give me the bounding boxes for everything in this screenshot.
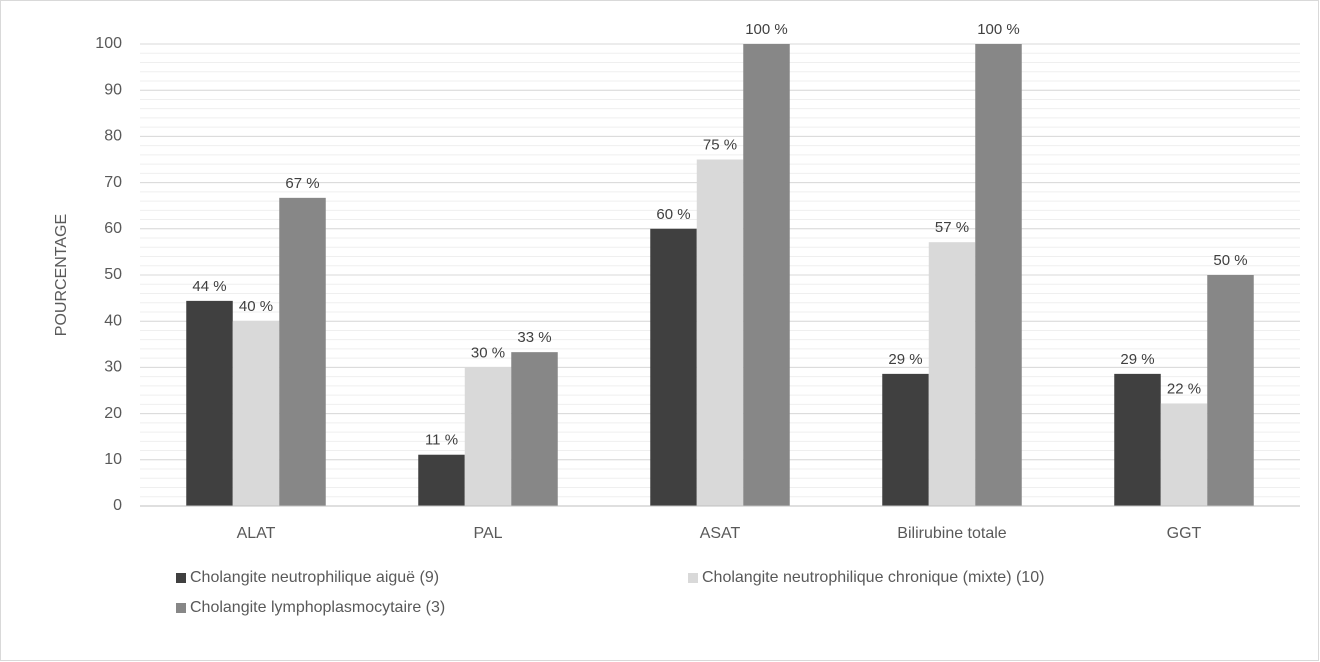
data-label: 22 % <box>1167 380 1201 397</box>
y-tick-label: 80 <box>104 128 122 145</box>
bar <box>186 300 233 506</box>
bar <box>464 367 512 506</box>
data-label: 44 % <box>192 278 226 295</box>
y-tick-label: 100 <box>95 35 122 52</box>
data-label: 11 % <box>425 432 458 449</box>
legend-swatch <box>688 573 698 583</box>
bar <box>1114 373 1161 506</box>
data-label: 100 % <box>977 21 1020 38</box>
legend-swatch <box>176 573 186 583</box>
bar <box>1160 403 1208 506</box>
x-tick-label: PAL <box>473 525 502 542</box>
bar <box>511 352 558 506</box>
legend-label: Cholangite neutrophilique chronique (mix… <box>702 569 1044 586</box>
bar <box>279 197 326 506</box>
data-label: 40 % <box>239 298 273 315</box>
data-label: 67 % <box>285 175 319 192</box>
data-label: 29 % <box>888 351 922 368</box>
bar <box>232 321 280 506</box>
data-label: 33 % <box>517 329 551 346</box>
y-tick-label: 70 <box>104 174 122 191</box>
legend-label: Cholangite neutrophilique aiguë (9) <box>190 569 439 586</box>
bar <box>650 228 697 507</box>
bar <box>975 44 1022 506</box>
data-label: 30 % <box>471 344 505 361</box>
data-label: 100 % <box>745 21 788 38</box>
x-tick-label: ASAT <box>700 525 741 542</box>
bar <box>882 373 929 506</box>
data-label: 60 % <box>656 206 690 223</box>
y-tick-label: 30 <box>104 359 122 376</box>
y-tick-label: 10 <box>104 451 122 468</box>
legend-swatch <box>176 603 186 613</box>
y-axis-label: POURCENTAGE <box>53 214 70 336</box>
bar <box>1207 275 1254 506</box>
x-tick-label: Bilirubine totale <box>897 525 1007 542</box>
y-tick-label: 20 <box>104 405 122 422</box>
data-label: 57 % <box>935 219 969 236</box>
bar <box>928 242 976 506</box>
y-tick-label: 40 <box>104 312 122 329</box>
bar <box>696 159 744 506</box>
bar <box>418 454 465 506</box>
data-label: 50 % <box>1213 252 1247 269</box>
y-tick-label: 90 <box>104 81 122 98</box>
data-label: 29 % <box>1120 351 1154 368</box>
bar <box>743 44 790 506</box>
x-tick-label: ALAT <box>237 525 276 542</box>
x-tick-label: GGT <box>1167 525 1202 542</box>
legend-label: Cholangite lymphoplasmocytaire (3) <box>190 599 445 616</box>
y-tick-label: 0 <box>113 497 122 514</box>
y-tick-label: 60 <box>104 220 122 237</box>
data-label: 75 % <box>703 136 737 153</box>
y-tick-label: 50 <box>104 266 122 283</box>
